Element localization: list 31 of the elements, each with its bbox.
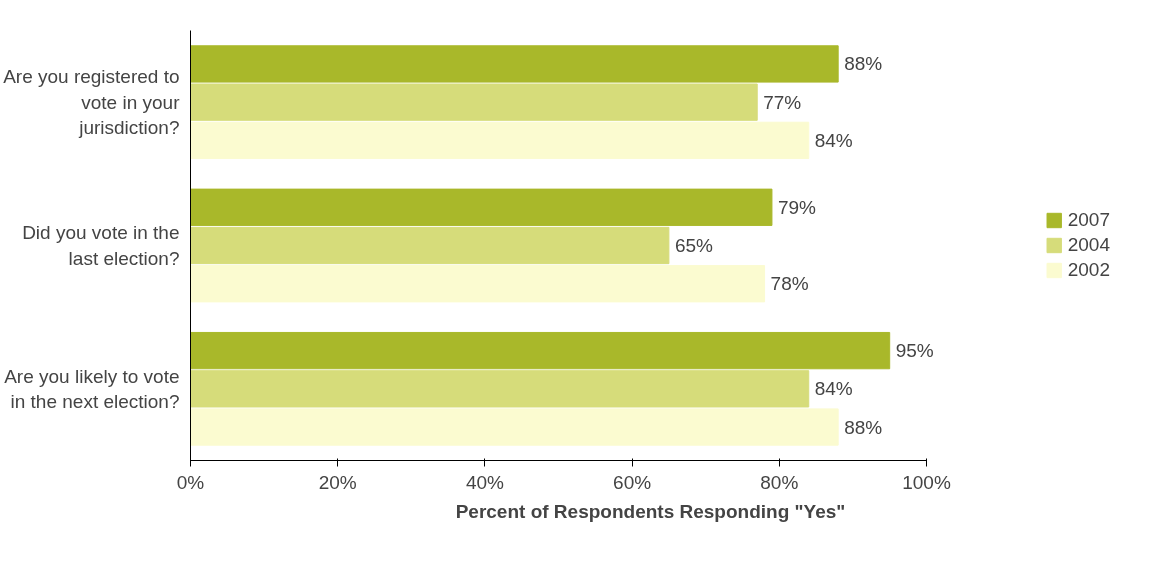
data-label: 65% — [674, 235, 714, 256]
x-tick-label: 80% — [760, 471, 799, 493]
x-tick-label: 20% — [318, 471, 357, 493]
bar — [190, 265, 766, 303]
bar — [190, 83, 758, 121]
bar — [190, 331, 891, 370]
x-axis-title: Percent of Respondents Responding "Yes" — [455, 500, 846, 522]
x-tick-label: 40% — [465, 471, 505, 493]
legend-label: 2007 — [1067, 209, 1110, 231]
x-tick-label: 0% — [176, 471, 205, 493]
data-label: 77% — [763, 91, 802, 113]
data-label: 95% — [895, 340, 934, 362]
bar — [190, 121, 810, 160]
data-label: 78% — [770, 273, 809, 295]
y-tick-label: Are you likely to vote in the next election? — [4, 365, 180, 412]
bar — [190, 226, 670, 265]
y-tick-label: Are you registered to vote in your jurisdiction? — [3, 66, 181, 138]
x-tick-label: 60% — [613, 471, 652, 493]
data-label: 88% — [844, 416, 883, 438]
bar — [190, 45, 839, 83]
data-label: 79% — [777, 196, 817, 218]
bar — [190, 408, 839, 446]
data-label: 84% — [814, 129, 853, 151]
legend-label: 2002 — [1067, 259, 1110, 281]
data-label: 88% — [844, 53, 883, 75]
y-tick-label: Did you vote in the last election? — [22, 222, 180, 269]
legend-label: 2004 — [1067, 234, 1110, 256]
x-tick-label: 100% — [902, 471, 951, 493]
bar — [190, 370, 810, 408]
data-label: 84% — [814, 378, 853, 400]
bar — [190, 188, 773, 226]
